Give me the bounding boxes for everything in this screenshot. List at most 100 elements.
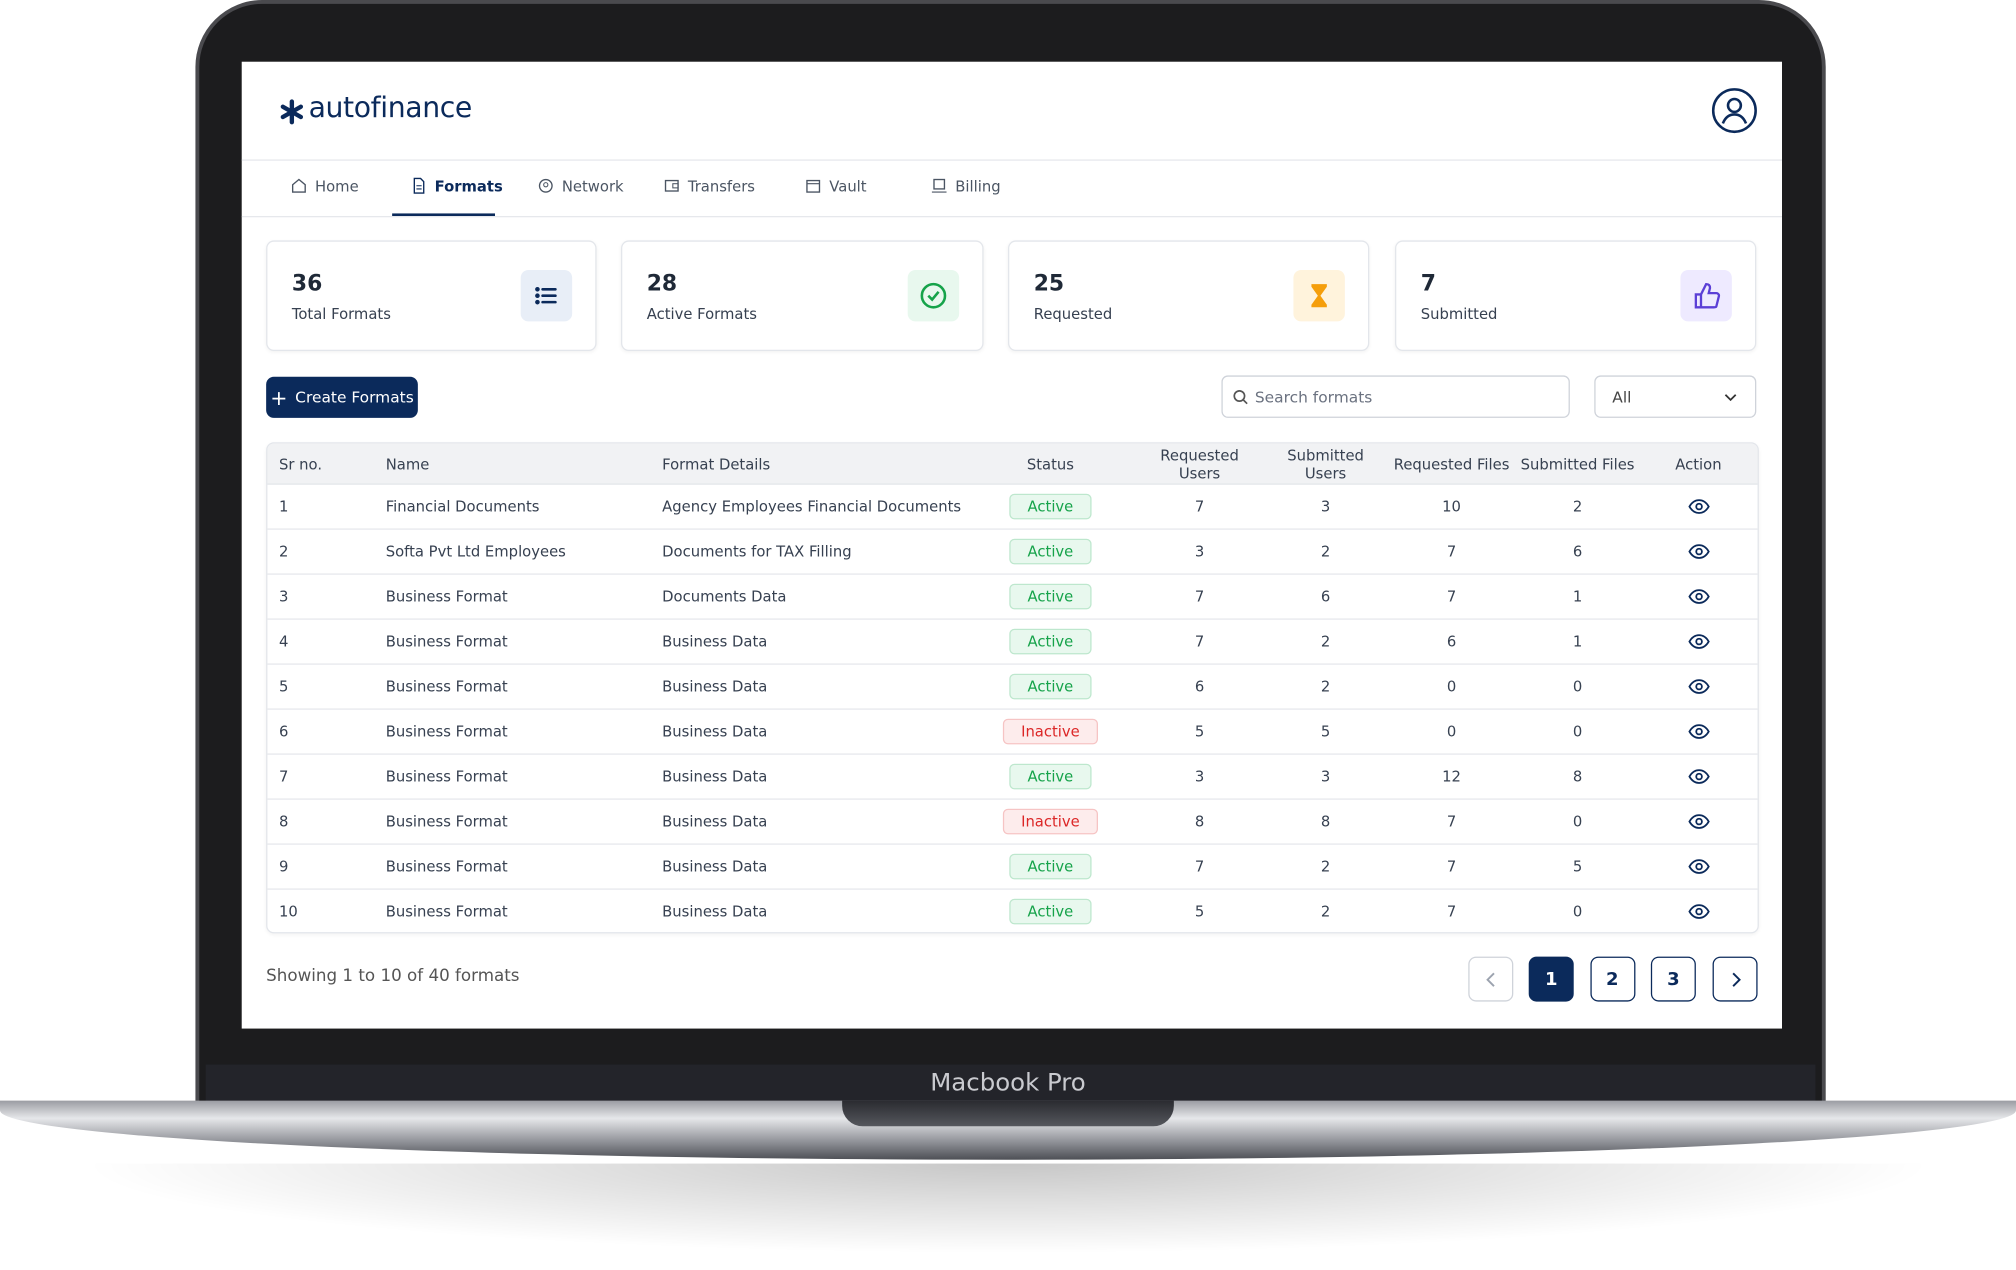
table-cell: Business Format bbox=[385, 632, 508, 651]
table-cell: 7 bbox=[1194, 632, 1205, 651]
table-cell: Business Data bbox=[662, 902, 768, 921]
table-cell: 1 bbox=[278, 497, 289, 516]
table-cell: 7 bbox=[1446, 857, 1457, 876]
nav-tab[interactable]: Network bbox=[537, 177, 624, 216]
nav-tab[interactable]: Home bbox=[291, 177, 359, 216]
table-cell: 0 bbox=[1572, 722, 1583, 741]
column-title: Submitted Users bbox=[1287, 445, 1364, 482]
table-cell: Business Format bbox=[385, 767, 508, 786]
status-badge: Active bbox=[1009, 673, 1092, 700]
nav-label: Formats bbox=[434, 177, 503, 196]
search-input[interactable]: Search formats bbox=[1221, 375, 1570, 418]
row-divider bbox=[267, 663, 1758, 665]
table-cell: 1 bbox=[1572, 632, 1583, 651]
table-cell: Business Format bbox=[385, 677, 508, 696]
status-badge: Active bbox=[1009, 853, 1092, 880]
shadow bbox=[77, 1163, 1939, 1254]
view-action[interactable] bbox=[1628, 800, 1758, 844]
view-action[interactable] bbox=[1628, 620, 1758, 664]
divider bbox=[241, 215, 1782, 218]
stat-icon bbox=[1680, 269, 1732, 322]
table-cell: 5 bbox=[1320, 722, 1331, 741]
table-cell: 5 bbox=[1194, 722, 1205, 741]
create-button[interactable]: + Create Formats bbox=[266, 376, 418, 418]
eye-icon bbox=[1687, 724, 1710, 739]
table-cell: 2 bbox=[1320, 902, 1331, 921]
table-cell: Business Data bbox=[662, 632, 768, 651]
table-cell: Business Format bbox=[385, 722, 508, 741]
table-cell: Documents for TAX Filling bbox=[662, 542, 852, 561]
row-divider bbox=[267, 528, 1758, 530]
nav-tab[interactable]: Formats bbox=[410, 177, 503, 216]
view-action[interactable] bbox=[1628, 530, 1758, 574]
table: Sr no. Name Format Details Status Requested … bbox=[266, 442, 1759, 934]
table-cell: Business Data bbox=[662, 857, 768, 876]
table-cell: 10 bbox=[278, 902, 298, 921]
stat-label: Requested bbox=[1033, 304, 1113, 323]
stat-label: Active Formats bbox=[646, 304, 757, 323]
view-action[interactable] bbox=[1628, 575, 1758, 619]
table-cell: 3 bbox=[1320, 767, 1331, 786]
row-divider bbox=[267, 888, 1758, 890]
table-cell: 0 bbox=[1572, 902, 1583, 921]
table-cell: 2 bbox=[1320, 542, 1331, 561]
column-header: Action bbox=[1628, 444, 1758, 484]
view-action[interactable] bbox=[1628, 890, 1758, 932]
status-cell: Active bbox=[980, 665, 1121, 709]
table-cell: 12 bbox=[1442, 767, 1461, 786]
stat-label: Submitted bbox=[1420, 304, 1498, 323]
eye-icon bbox=[1687, 634, 1710, 649]
table-cell: 7 bbox=[1446, 587, 1457, 606]
stat-label: Total Formats bbox=[291, 304, 391, 323]
table-cell: 7 bbox=[1446, 542, 1457, 561]
table-cell: Business Data bbox=[662, 812, 768, 831]
page-button[interactable]: 3 bbox=[1650, 956, 1696, 1002]
column-header: Name bbox=[386, 444, 430, 484]
table-cell: 5 bbox=[1194, 902, 1205, 921]
nav-tab[interactable]: Transfers bbox=[663, 177, 755, 216]
nav-tab[interactable]: Billing bbox=[931, 177, 1001, 216]
eye-icon bbox=[1687, 814, 1710, 829]
table-cell: 6 bbox=[1320, 587, 1331, 606]
row-divider bbox=[267, 753, 1758, 755]
plus-icon: + bbox=[270, 385, 288, 410]
page-button[interactable]: 1 bbox=[1528, 956, 1574, 1002]
status-cell: Active bbox=[980, 530, 1121, 574]
nav-label: Home bbox=[314, 177, 359, 196]
view-action[interactable] bbox=[1628, 755, 1758, 799]
status-badge: Active bbox=[1009, 493, 1092, 520]
laptop-notch bbox=[842, 1100, 1174, 1127]
column-title: Status bbox=[1026, 454, 1074, 473]
nav-tab[interactable]: Vault bbox=[805, 177, 867, 216]
table-cell: 9 bbox=[278, 857, 289, 876]
nav-icon bbox=[291, 178, 306, 193]
footer-text: Showing 1 to 10 of 40 formats bbox=[266, 966, 520, 987]
next-button[interactable] bbox=[1712, 956, 1758, 1002]
view-action[interactable] bbox=[1628, 665, 1758, 709]
view-action[interactable] bbox=[1628, 845, 1758, 889]
table-cell: 6 bbox=[1572, 542, 1583, 561]
view-action[interactable] bbox=[1628, 485, 1758, 529]
stat-card: 36 Total Formats bbox=[266, 240, 597, 351]
status-cell: Active bbox=[980, 575, 1121, 619]
page-button[interactable]: 2 bbox=[1589, 956, 1635, 1002]
view-action[interactable] bbox=[1628, 710, 1758, 754]
stat-value: 36 bbox=[291, 271, 323, 297]
laptop-chin bbox=[205, 1064, 1816, 1104]
row-divider bbox=[267, 798, 1758, 800]
nav-label: Vault bbox=[829, 177, 867, 196]
table-cell: 7 bbox=[1446, 902, 1457, 921]
prev-button[interactable] bbox=[1468, 956, 1514, 1002]
nav-label: Network bbox=[561, 177, 624, 196]
column-title: Sr no. bbox=[278, 454, 323, 473]
status-cell: Active bbox=[980, 755, 1121, 799]
filter-select[interactable]: All bbox=[1594, 375, 1757, 418]
nav-icon bbox=[664, 179, 679, 192]
create-label: Create Formats bbox=[295, 388, 414, 407]
avatar-button[interactable] bbox=[1711, 87, 1757, 134]
table-cell: 2 bbox=[1572, 497, 1583, 516]
search-placeholder: Search formats bbox=[1254, 387, 1373, 406]
table-cell: 7 bbox=[1194, 857, 1205, 876]
